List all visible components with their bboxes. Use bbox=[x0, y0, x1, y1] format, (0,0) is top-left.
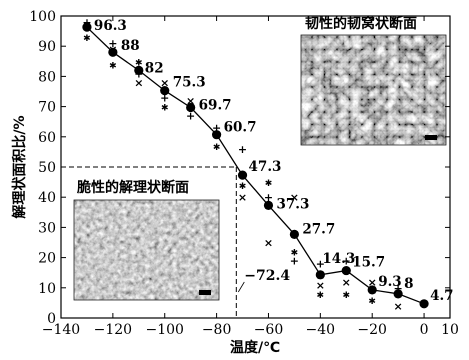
sample-marker: × bbox=[264, 237, 273, 250]
sample-marker: ✱ bbox=[109, 61, 117, 71]
y-tick-label: 100 bbox=[29, 9, 56, 25]
sample-marker: + bbox=[108, 37, 117, 50]
data-labels: 96.3 88 82 75.3 69.7 60.7 47.3 37.3 27.7 14.315.7… bbox=[94, 18, 454, 304]
sample-marker: + bbox=[186, 110, 195, 123]
y-axis-title: 解理状面积比/% bbox=[11, 115, 28, 218]
sample-marker: + bbox=[342, 255, 351, 268]
series-line bbox=[86, 26, 425, 305]
data-label: 75.3 bbox=[173, 75, 206, 91]
sample-marker: + bbox=[212, 122, 221, 135]
data-point bbox=[419, 299, 429, 309]
transition-pointer bbox=[237, 281, 245, 293]
data-point bbox=[82, 22, 92, 32]
transition-guide: −72.4 bbox=[61, 166, 290, 318]
y-tick-label: 60 bbox=[38, 130, 56, 146]
data-label: 96.3 bbox=[94, 18, 127, 34]
x-tick-label: 10 bbox=[441, 322, 459, 338]
data-point bbox=[315, 270, 325, 280]
x-tick-label: −20 bbox=[357, 322, 387, 338]
sample-marker: × bbox=[160, 76, 169, 89]
data-point bbox=[160, 85, 170, 96]
data-point bbox=[186, 102, 196, 113]
sample-marker: × bbox=[394, 300, 403, 313]
x-tick-label: −100 bbox=[146, 322, 184, 338]
sample-marker: ✱ bbox=[213, 143, 221, 153]
transition-label: −72.4 bbox=[244, 268, 290, 284]
x-tick-label: −140 bbox=[42, 322, 80, 338]
sample-marker: + bbox=[394, 282, 403, 295]
axis-ticks: −140 −120 −100 −80 −60 −40 −20 0 100102030405060… bbox=[29, 9, 459, 338]
sample-marker: + bbox=[290, 255, 299, 268]
data-point bbox=[108, 47, 118, 57]
y-tick-label: 50 bbox=[38, 160, 56, 176]
data-label: 14.3 bbox=[322, 251, 355, 267]
data-point bbox=[134, 65, 144, 75]
x-tick-label: −120 bbox=[94, 322, 132, 338]
data-point bbox=[367, 285, 377, 295]
sample-marker: ✱ bbox=[291, 249, 299, 259]
data-label: 82 bbox=[145, 60, 164, 76]
sample-marker: ✱ bbox=[83, 34, 91, 44]
y-tick-label: 0 bbox=[47, 311, 56, 327]
sample-marker: + bbox=[160, 92, 169, 105]
y-tick-label: 40 bbox=[38, 190, 56, 206]
sample-marker: ✱ bbox=[239, 182, 247, 192]
sample-marker: ✱ bbox=[161, 104, 169, 114]
inset-top-image bbox=[300, 34, 447, 146]
y-tick-label: 80 bbox=[38, 69, 56, 85]
data-label: 8 bbox=[404, 276, 413, 292]
data-label: 88 bbox=[121, 38, 140, 54]
inset-bottom-image bbox=[73, 199, 220, 301]
sample-marker: × bbox=[238, 191, 247, 204]
data-label: 37.3 bbox=[276, 196, 309, 212]
sample-marker: + bbox=[238, 143, 247, 156]
data-label: 4.7 bbox=[430, 288, 454, 304]
sample-marker: ✱ bbox=[135, 58, 143, 68]
y-tick-label: 30 bbox=[38, 220, 56, 236]
x-tick-label: −40 bbox=[306, 322, 336, 338]
data-point bbox=[393, 289, 403, 299]
data-label: 69.7 bbox=[199, 98, 232, 114]
inset-top-title: 韧性的韧窝状断面 bbox=[305, 15, 417, 32]
x-tick-label: −80 bbox=[202, 322, 232, 338]
sample-marker: ✱ bbox=[342, 291, 350, 301]
x-tick-label: 0 bbox=[420, 322, 429, 338]
data-point bbox=[212, 130, 222, 140]
data-label: 9.3 bbox=[378, 274, 402, 290]
sample-marker: × bbox=[290, 191, 299, 204]
data-point bbox=[237, 170, 248, 180]
y-tick-label: 70 bbox=[38, 100, 56, 116]
data-label: 60.7 bbox=[224, 120, 257, 136]
sample-marker: ✱ bbox=[368, 297, 376, 307]
series-main bbox=[82, 22, 429, 309]
inset-bottom-title: 脆性的解理状断面 bbox=[76, 179, 189, 196]
sample-marker: + bbox=[264, 191, 273, 204]
sample-marker: ✱ bbox=[317, 291, 325, 301]
data-point bbox=[289, 229, 299, 239]
data-label: 27.7 bbox=[302, 221, 335, 237]
data-point bbox=[341, 265, 351, 276]
y-tick-label: 10 bbox=[38, 281, 56, 297]
data-label: 47.3 bbox=[249, 159, 282, 175]
data-label: 15.7 bbox=[352, 255, 385, 271]
sample-marker: + bbox=[316, 258, 325, 271]
sample-marker: × bbox=[368, 276, 377, 289]
y-tick-label: 90 bbox=[38, 39, 56, 55]
sample-marker: × bbox=[134, 76, 143, 89]
x-tick-label: −60 bbox=[254, 322, 284, 338]
sample-marker: ✱ bbox=[265, 179, 273, 189]
sample-marker: × bbox=[316, 279, 325, 292]
sample-marker: × bbox=[186, 95, 195, 108]
y-tick-label: 20 bbox=[38, 251, 56, 267]
data-point bbox=[263, 200, 274, 210]
sample-marker: + bbox=[82, 16, 91, 29]
sample-marker: × bbox=[342, 276, 351, 289]
x-axis-title: 温度/℃ bbox=[230, 339, 280, 356]
